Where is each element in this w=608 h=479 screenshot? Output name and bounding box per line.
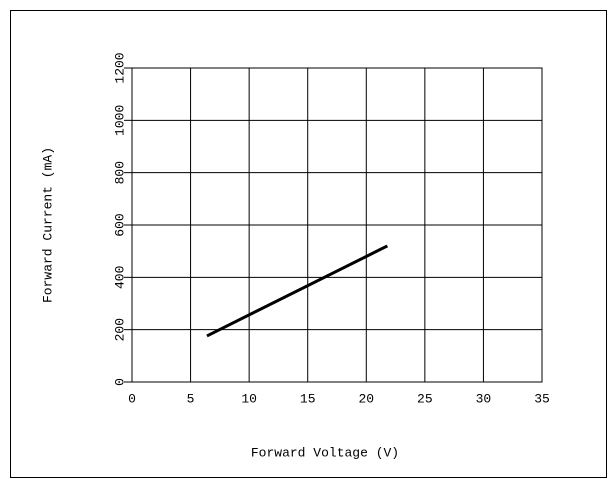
y-tick-label: 400 [112,266,127,289]
y-tick-label: 200 [112,318,127,341]
x-tick-label: 15 [300,391,316,406]
frame [10,10,607,478]
y-tick-label: 1000 [112,105,127,136]
x-tick-label: 30 [476,391,492,406]
y-tick-label: 1200 [112,52,127,83]
x-tick-label: 0 [128,391,136,406]
x-tick-label: 5 [187,391,195,406]
y-axis-label: Forward Current (mA) [40,147,55,303]
x-tick-label: 20 [358,391,374,406]
x-tick-label: 25 [417,391,433,406]
x-axis-label: Forward Voltage (V) [251,445,399,460]
plot-border [131,67,543,383]
data-line [206,244,389,338]
y-tick-label: 0 [112,378,127,386]
x-tick-label: 35 [534,391,550,406]
x-tick-label: 10 [241,391,257,406]
y-tick-label: 800 [112,161,127,184]
y-tick-label: 600 [112,213,127,236]
